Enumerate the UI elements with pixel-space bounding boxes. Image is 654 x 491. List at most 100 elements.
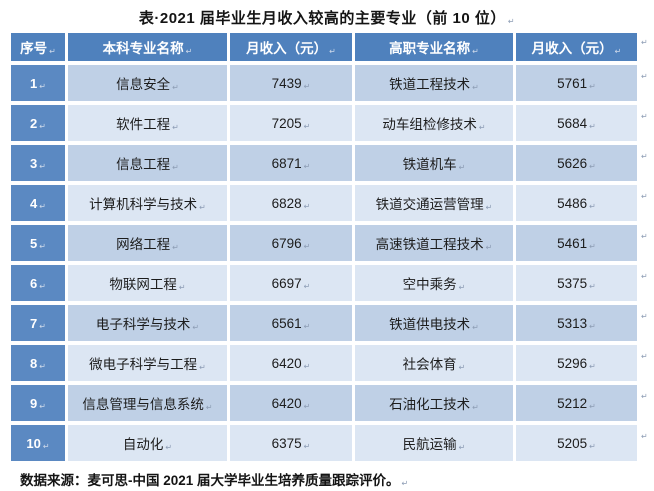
row-number: 6 [30, 275, 38, 291]
paragraph-mark-icon: ↵ [589, 401, 596, 411]
vocational-major: 石油化工技术 [389, 397, 471, 412]
cell-undergrad-income: 6871 ↵ [230, 145, 352, 181]
paragraph-mark-icon: ↵ [589, 121, 596, 131]
cell-vocational-income: 5212 ↵ [516, 385, 637, 421]
cell-vocational-income: 5761 ↵ [516, 65, 637, 101]
vocational-major: 空中乘务 [402, 277, 457, 292]
paragraph-mark-icon: ↵ [589, 321, 596, 331]
paragraph-mark-icon: ↵ [39, 401, 46, 411]
cell-vocational-income: 5461 ↵ [516, 225, 637, 261]
vocational-major: 社会体育 [402, 357, 457, 372]
vocational-major: 民航运输 [402, 437, 457, 452]
header-cell-undergrad-major: 本科专业名称 ↵ [68, 33, 227, 61]
cell-undergrad-major: 软件工程 ↵ [68, 105, 227, 141]
cell-index: 10 ↵ [11, 425, 65, 461]
paragraph-mark-icon: ↵ [472, 323, 479, 332]
undergrad-major: 信息管理与信息系统 [82, 397, 204, 412]
row-number: 5 [30, 235, 38, 251]
paragraph-mark-icon: ↵ [172, 163, 179, 172]
table-row: 4 ↵ 计算机科学与技术 ↵ 6828 ↵ 铁道交通运营管理 ↵ 5486 ↵ [11, 185, 637, 221]
undergrad-major: 微电子科学与工程 [89, 357, 198, 372]
paragraph-mark-icon: ↵ [303, 161, 311, 171]
income-table: 序号 ↵ 本科专业名称 ↵ 月收入（元） ↵ 高职专业名称 ↵ 月收入（元） ↵ 1 ↵ 信… [8, 29, 640, 465]
table-row: 5 ↵ 网络工程 ↵ 6796 ↵ 高速铁道工程技术 ↵ 5461 ↵ [11, 225, 637, 261]
paragraph-mark-icon: ↵ [303, 201, 311, 211]
paragraph-mark-icon: ↵ [199, 363, 206, 372]
cell-index: 5 ↵ [11, 225, 65, 261]
undergrad-major: 信息工程 [116, 157, 171, 172]
paragraph-mark-icon: ↵ [39, 361, 46, 371]
cell-vocational-major: 石油化工技术 ↵ [355, 385, 513, 421]
cell-undergrad-income: 6561 ↵ [230, 305, 352, 341]
undergrad-income: 6561 [271, 315, 302, 331]
paragraph-mark-icon: ↵ [165, 443, 173, 452]
paragraph-mark-icon: ↵ [589, 361, 596, 371]
cell-vocational-income: 5486 ↵ [516, 185, 637, 221]
paragraph-mark-icon: ↵ [614, 47, 622, 56]
paragraph-mark-icon: ↵ [641, 272, 648, 281]
cell-vocational-major: 铁道供电技术 ↵ [355, 305, 513, 341]
table-row: 2 ↵ 软件工程 ↵ 7205 ↵ 动车组检修技术 ↵ 5684 ↵ [11, 105, 637, 141]
vocational-income: 5684 [557, 115, 588, 131]
paragraph-mark-icon: ↵ [472, 47, 479, 56]
vocational-major: 高速铁道工程技术 [375, 237, 484, 252]
header-label: 月收入（元） [531, 41, 613, 56]
table-row: 7 ↵ 电子科学与技术 ↵ 6561 ↵ 铁道供电技术 ↵ 5313 ↵ [11, 305, 637, 341]
table-row: 8 ↵ 微电子科学与工程 ↵ 6420 ↵ 社会体育 ↵ 5296 ↵ [11, 345, 637, 381]
row-number: 2 [30, 115, 38, 131]
cell-index: 1 ↵ [11, 65, 65, 101]
undergrad-major: 电子科学与技术 [95, 317, 191, 332]
cell-undergrad-major: 电子科学与技术 ↵ [68, 305, 227, 341]
cell-vocational-income: 5205 ↵ [516, 425, 637, 461]
vocational-income: 5761 [557, 75, 588, 91]
vocational-income: 5375 [557, 275, 588, 291]
cell-vocational-major: 铁道交通运营管理 ↵ [355, 185, 513, 221]
paragraph-mark-icon: ↵ [641, 312, 648, 321]
row-number: 3 [30, 155, 38, 171]
undergrad-income: 6828 [271, 195, 302, 211]
paragraph-mark-icon: ↵ [589, 201, 596, 211]
cell-vocational-major: 民航运输 ↵ [355, 425, 513, 461]
cell-undergrad-major: 网络工程 ↵ [68, 225, 227, 261]
table-row: 10 ↵ 自动化 ↵ 6375 ↵ 民航运输 ↵ 5205 ↵ [11, 425, 637, 461]
cell-undergrad-income: 6375 ↵ [230, 425, 352, 461]
table-row: 6 ↵ 物联网工程 ↵ 6697 ↵ 空中乘务 ↵ 5375 ↵ [11, 265, 637, 301]
undergrad-income: 7439 [271, 75, 302, 91]
cell-undergrad-income: 6796 ↵ [230, 225, 352, 261]
cell-vocational-income: 5296 ↵ [516, 345, 637, 381]
cell-undergrad-major: 信息工程 ↵ [68, 145, 227, 181]
header-cell-index: 序号 ↵ [11, 33, 65, 61]
row-number: 7 [30, 315, 38, 331]
header-cell-vocational-major: 高职专业名称 ↵ [355, 33, 513, 61]
paragraph-mark-icon: ↵ [641, 72, 648, 81]
undergrad-major: 网络工程 [116, 237, 171, 252]
cell-vocational-income: 5626 ↵ [516, 145, 637, 181]
cell-undergrad-income: 7205 ↵ [230, 105, 352, 141]
cell-undergrad-major: 信息管理与信息系统 ↵ [68, 385, 227, 421]
paragraph-mark-icon: ↵ [178, 283, 186, 292]
cell-index: 7 ↵ [11, 305, 65, 341]
vocational-major: 铁道机车 [402, 157, 457, 172]
cell-undergrad-income: 6420 ↵ [230, 345, 352, 381]
paragraph-mark-icon: ↵ [589, 281, 596, 291]
cell-vocational-income: 5684 ↵ [516, 105, 637, 141]
data-source-text: 数据来源：麦可思-中国 2021 届大学毕业生培养质量跟踪评价。 [20, 473, 400, 488]
paragraph-mark-icon: ↵ [39, 241, 46, 251]
paragraph-mark-icon: ↵ [172, 123, 179, 132]
paragraph-mark-icon: ↵ [205, 403, 213, 412]
page-title: 表·2021 届毕业生月收入较高的主要专业（前 10 位） ↵ [0, 0, 654, 28]
cell-undergrad-income: 7439 ↵ [230, 65, 352, 101]
page-title-text: 表·2021 届毕业生月收入较高的主要专业（前 10 位） [138, 10, 506, 27]
table-row: 9 ↵ 信息管理与信息系统 ↵ 6420 ↵ 石油化工技术 ↵ 5212 ↵ [11, 385, 637, 421]
paragraph-mark-icon: ↵ [641, 192, 648, 201]
row-number: 9 [30, 395, 38, 411]
paragraph-mark-icon: ↵ [172, 243, 179, 252]
paragraph-mark-icon: ↵ [641, 392, 648, 401]
undergrad-major: 软件工程 [116, 117, 171, 132]
paragraph-mark-icon: ↵ [589, 441, 596, 451]
header-cell-undergrad-income: 月收入（元） ↵ [230, 33, 352, 61]
header-label: 序号 [20, 41, 48, 56]
vocational-income: 5313 [557, 315, 588, 331]
undergrad-major: 信息安全 [116, 77, 171, 92]
paragraph-mark-icon: ↵ [39, 281, 46, 291]
